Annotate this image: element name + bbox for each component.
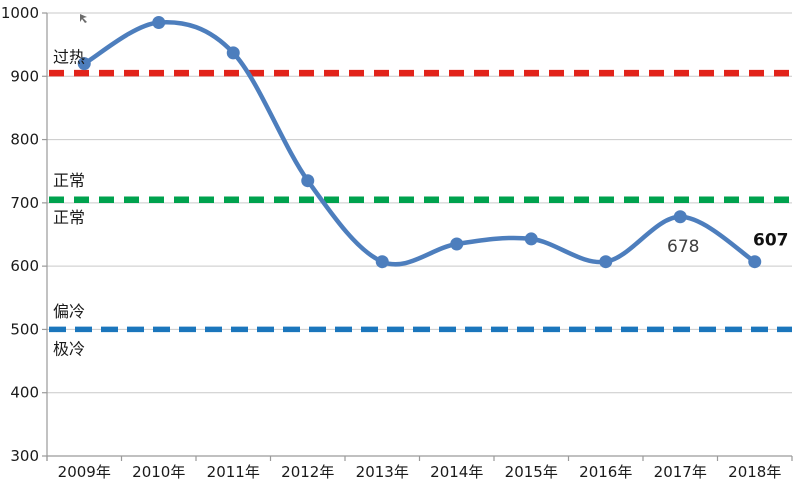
data-point (748, 255, 762, 269)
data-point (301, 174, 315, 188)
data-label: 678 (667, 237, 699, 257)
data-point (152, 15, 166, 29)
x-axis-tick-label: 2015年 (505, 463, 558, 481)
y-axis-tick-label: 800 (10, 131, 39, 149)
y-axis-tick-label: 700 (10, 194, 39, 212)
zone-label: 偏冷 (53, 302, 85, 321)
data-point (599, 255, 613, 269)
y-axis-tick-label: 400 (10, 384, 39, 402)
stray-cursor-mark (80, 14, 87, 23)
data-point (226, 46, 240, 60)
x-axis-tick-label: 2009年 (58, 463, 111, 481)
data-label: 607 (753, 231, 789, 251)
x-axis-tick-label: 2014年 (430, 463, 483, 481)
y-axis-tick-label: 500 (10, 320, 39, 338)
x-axis-tick-label: 2013年 (356, 463, 409, 481)
series-line (82, 19, 758, 267)
x-axis-tick-label: 2018年 (728, 463, 781, 481)
data-point (450, 237, 464, 251)
x-axis-tick-label: 2010年 (132, 463, 185, 481)
data-point (524, 232, 538, 246)
y-axis-tick-label: 300 (10, 447, 39, 465)
zone-label: 过热 (53, 47, 85, 66)
y-axis-tick-label: 600 (10, 257, 39, 275)
data-point (673, 210, 687, 224)
x-axis-tick-label: 2011年 (207, 463, 260, 481)
y-axis-tick-label: 1000 (1, 4, 39, 22)
x-axis-tick-label: 2017年 (654, 463, 707, 481)
zone-label: 极冷 (53, 340, 85, 359)
x-axis-tick-label: 2016年 (579, 463, 632, 481)
data-point (77, 57, 91, 71)
y-axis-tick-label: 900 (10, 67, 39, 85)
data-point (375, 255, 389, 269)
x-axis-tick-label: 2012年 (281, 463, 334, 481)
zone-label: 正常 (53, 171, 85, 190)
zone-label: 正常 (53, 208, 85, 227)
